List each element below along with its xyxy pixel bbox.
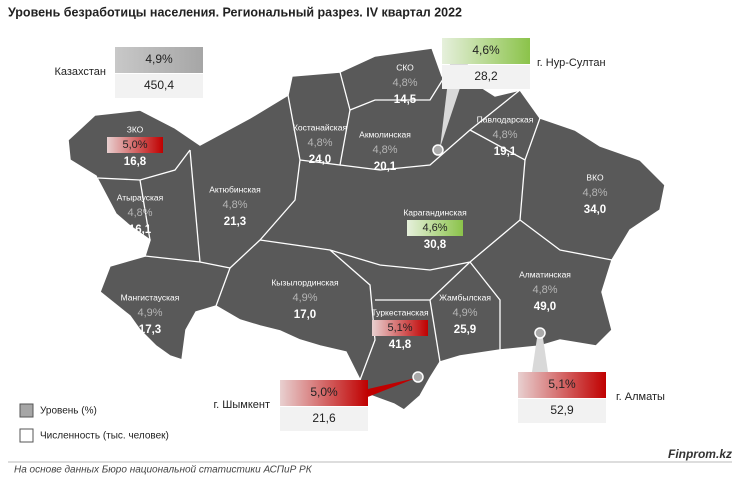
rate: 5,1% [548,377,576,391]
region-name: Костанайская [293,122,348,132]
region-name: ЗКО [127,124,144,134]
name: г. Алматы [616,391,665,403]
region-count: 41,8 [389,339,412,351]
rate-box [372,320,428,336]
region-rate: 5,0% [122,139,147,151]
count: 21,6 [312,411,336,425]
region-count: 16,8 [124,156,147,168]
region-name: СКО [396,62,414,72]
map [67,47,666,411]
region-count: 20,1 [374,161,397,173]
region-rate: 4,8% [532,284,557,296]
region-name: Карагандинская [403,207,467,217]
region-name: Атырауская [117,192,164,202]
legend-swatch [19,428,34,443]
count: 450,4 [144,78,174,92]
legend-label: Уровень (%) [40,406,97,417]
region-rate: 4,8% [307,137,332,149]
region-rate: 4,8% [222,199,247,211]
count-box [518,399,606,423]
rate: 4,6% [472,43,500,57]
title: Уровень безработицы населения. Региональ… [8,5,462,19]
region-rate: 5,1% [387,322,412,334]
region-count: 24,0 [309,154,331,166]
region-count: 16,1 [129,224,152,236]
city-dot [432,144,444,156]
region-borders [97,71,613,381]
rate-box [407,220,463,236]
city-dot [534,327,546,339]
region-name: Павлодарская [477,114,534,124]
count-box [115,74,203,98]
region-name: Актюбинская [209,184,261,194]
legend-label: Численность (тыс. человек) [40,431,169,442]
rate-box [115,47,203,73]
region-count: 34,0 [584,204,606,216]
region-rate: 4,8% [127,207,152,219]
name: г. Нур-Султан [537,57,606,69]
region-rate: 4,9% [452,307,477,319]
legend-swatch [19,403,34,418]
region-count: 19,1 [494,146,517,158]
count-box [280,407,368,431]
region-count: 49,0 [534,301,556,313]
city-dot [412,371,424,383]
region-rate: 4,6% [422,222,447,234]
count: 52,9 [550,403,574,417]
rate: 4,9% [145,52,173,66]
rate-box [518,372,606,398]
region-rate: 4,9% [137,307,162,319]
region-rate: 4,8% [372,144,397,156]
region-name: Кызылординская [271,277,339,287]
region-rate: 4,8% [582,187,607,199]
pointer [532,338,548,372]
region-count: 21,3 [224,216,246,228]
region-name: Акмолинская [359,129,411,139]
rate: 5,0% [310,385,338,399]
name: г. Шымкент [214,399,271,411]
region-count: 17,3 [139,324,161,336]
region-rate: 4,8% [492,129,517,141]
region-name: Туркестанская [371,307,428,317]
brand: Finprom.kz [668,447,732,461]
region-count: 25,9 [454,324,476,336]
rate-box [280,380,368,406]
region-count: 14,5 [394,94,417,106]
labels: ЗКО 5,0% 16,8 Атырауская 4,8% 16,1 Мангистауск… [54,38,665,431]
rate-box [107,137,163,153]
rate-box [442,38,530,64]
source: На основе данных Бюро национальной стати… [14,465,313,476]
region-rate: 4,8% [392,77,417,89]
region-count: 17,0 [294,309,316,321]
region-count: 30,8 [424,239,447,251]
region-rate: 4,9% [292,292,317,304]
region-name: ВКО [586,172,604,182]
region-name: Алматинская [519,269,571,279]
region-name: Мангистауская [121,292,180,302]
name: Казахстан [54,66,106,78]
region-name: Жамбылская [439,292,491,302]
count: 28,2 [474,69,498,83]
country-shape [67,47,666,411]
count-box [442,65,530,89]
pointer [355,378,416,400]
